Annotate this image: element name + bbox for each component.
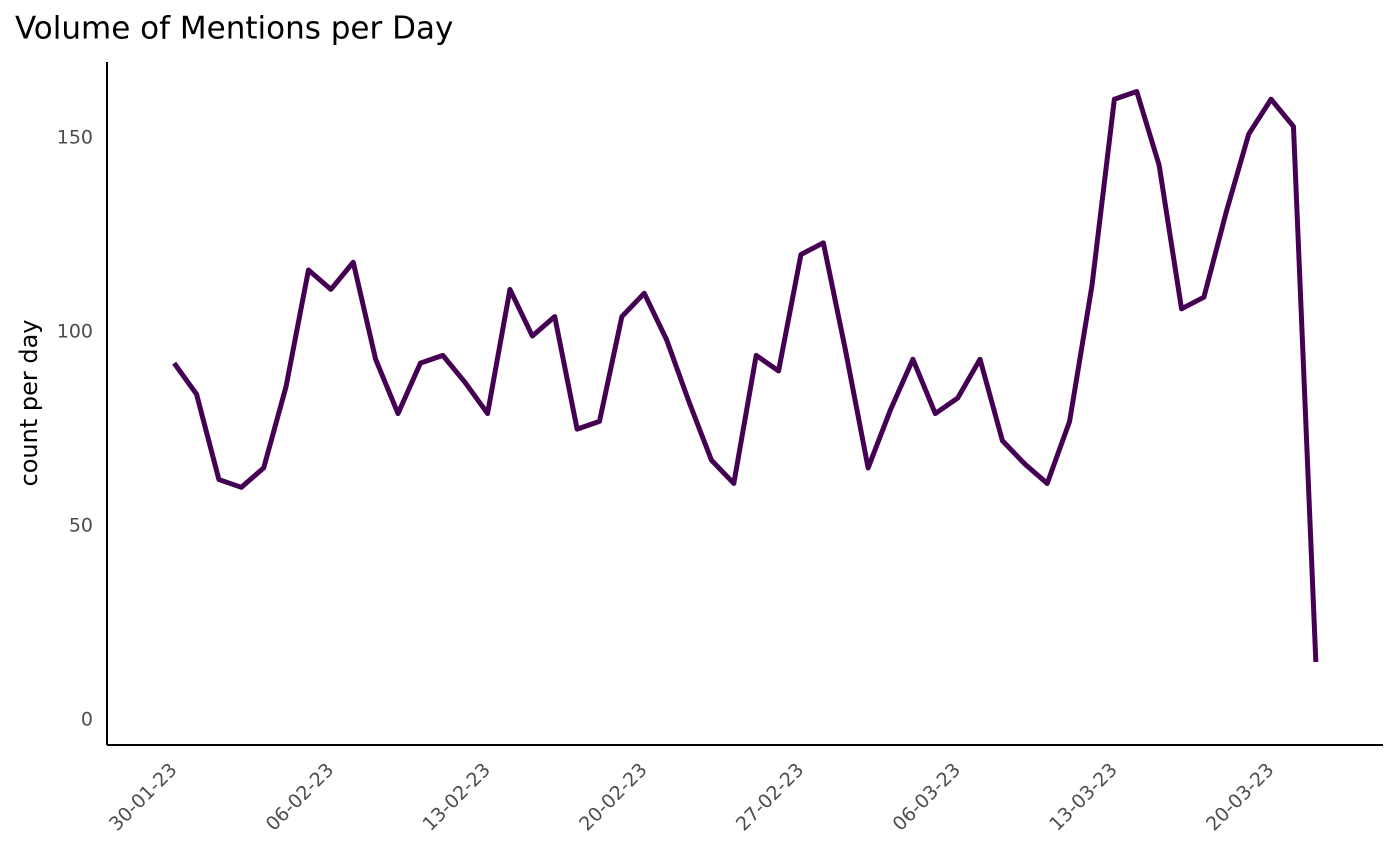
y-tick-label: 150	[57, 127, 93, 149]
x-tick-label: 06-03-23	[889, 759, 966, 836]
x-tick-label: 20-02-23	[575, 759, 652, 836]
x-tick-label: 20-03-23	[1202, 759, 1279, 836]
y-tick-label: 100	[57, 321, 93, 343]
x-tick-label: 13-03-23	[1045, 759, 1122, 836]
x-tick-label: 30-01-23	[105, 759, 182, 836]
chart-title: Volume of Mentions per Day	[15, 11, 453, 47]
x-tick-label: 27-02-23	[732, 759, 809, 836]
y-tick-label: 0	[81, 709, 93, 731]
y-tick-label: 50	[69, 515, 93, 537]
data-line	[172, 88, 1319, 663]
y-axis-label: count per day	[15, 320, 43, 487]
x-tick-label: 13-02-23	[418, 759, 495, 836]
x-tick-label: 06-02-23	[262, 759, 339, 836]
